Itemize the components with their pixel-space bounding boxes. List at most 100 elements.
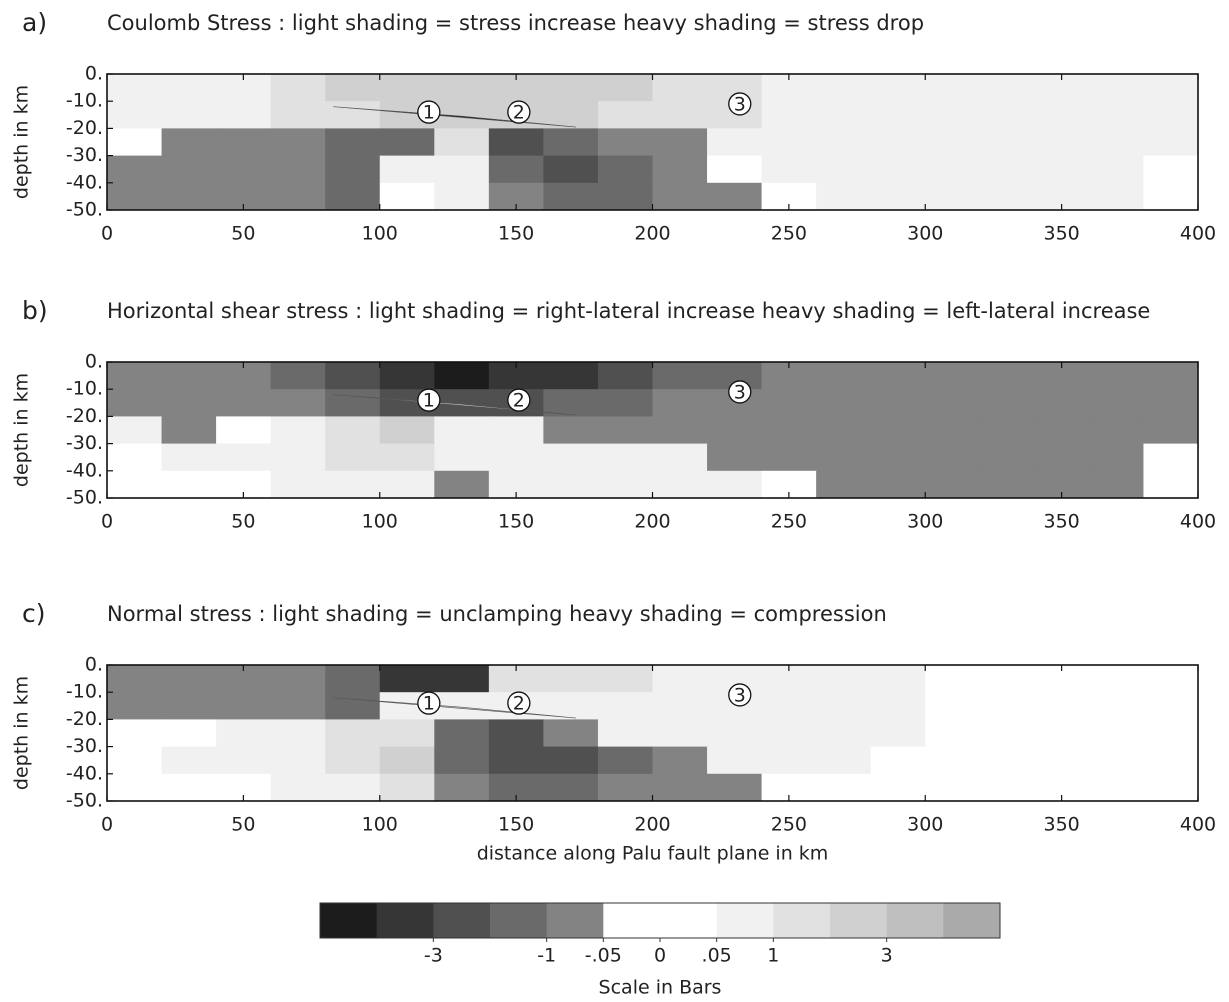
heat-cell <box>379 719 435 748</box>
colorbar-box <box>433 903 491 938</box>
heat-cell <box>543 470 599 499</box>
annotation-label: 2 <box>513 390 525 412</box>
y-tick-label: -10. <box>66 378 103 400</box>
colorbar-tick-label: 0 <box>654 945 666 967</box>
heat-cell <box>1034 719 1090 748</box>
heat-cell <box>216 101 272 129</box>
x-tick-label: 200 <box>634 814 670 836</box>
x-tick-label: 250 <box>771 511 807 533</box>
heat-cell <box>1143 443 1199 472</box>
heat-cell <box>652 773 708 802</box>
heat-cell <box>816 182 872 211</box>
heat-cell <box>107 416 163 445</box>
y-tick-label: 0. <box>85 351 103 373</box>
annotation-circle <box>507 388 531 412</box>
heat-cell <box>434 443 490 472</box>
heat-cell <box>652 362 708 390</box>
heat-cell <box>597 182 653 211</box>
colorbar-tick-label: .05 <box>702 945 732 967</box>
heat-cell <box>488 416 544 445</box>
y-tick-label: -40. <box>66 171 103 193</box>
heat-cell <box>325 155 381 184</box>
heat-cell <box>597 416 653 445</box>
y-tick-label: -30. <box>66 735 103 757</box>
heat-cell <box>1143 362 1199 390</box>
annotation-label: 1 <box>423 102 435 124</box>
y-tick-label: -50. <box>66 199 103 221</box>
heat-cell <box>870 416 926 445</box>
heat-cell <box>1034 443 1090 472</box>
heat-cell <box>925 362 981 390</box>
heat-cell <box>1034 416 1090 445</box>
heat-cell <box>1088 470 1144 499</box>
heat-cell <box>1034 128 1090 157</box>
heat-cell <box>379 416 435 445</box>
panel-label: c) <box>22 599 46 628</box>
heat-cell <box>816 773 872 802</box>
heat-cell <box>379 470 435 499</box>
heat-cell <box>925 101 981 129</box>
heat-cell <box>379 746 435 775</box>
heat-cell <box>434 665 490 693</box>
x-tick-label: 0 <box>101 814 113 836</box>
heat-cell <box>652 128 708 157</box>
annotation-label: 3 <box>734 684 746 706</box>
panel-title: Normal stress : light shading = unclampi… <box>107 602 887 626</box>
heat-cell <box>379 128 435 157</box>
heat-cell <box>597 155 653 184</box>
heat-cell <box>488 719 544 748</box>
x-tick-label: 150 <box>498 511 534 533</box>
heat-cell <box>270 719 326 748</box>
heat-cell <box>979 470 1035 499</box>
heat-cell <box>325 362 381 390</box>
y-tick-label: -20. <box>66 117 103 139</box>
colorbar-box <box>320 903 377 938</box>
heat-cell <box>543 101 599 129</box>
heat-cell <box>270 155 326 184</box>
heat-cell <box>597 719 653 748</box>
heat-cell <box>816 416 872 445</box>
x-tick-label: 150 <box>498 223 534 245</box>
heat-cell <box>979 74 1035 102</box>
x-tick-label: 0 <box>101 223 113 245</box>
heat-cell <box>434 362 490 390</box>
y-axis-label: depth in km <box>11 85 33 199</box>
heat-cell <box>652 101 708 129</box>
heat-cell <box>107 692 163 720</box>
heat-cell <box>870 128 926 157</box>
annotation-label: 2 <box>513 102 525 124</box>
heat-cell <box>325 128 381 157</box>
heat-cell <box>652 74 708 102</box>
panel-label: b) <box>22 296 48 325</box>
heat-cell <box>543 389 599 417</box>
heat-cell <box>925 416 981 445</box>
heat-cell <box>707 719 763 748</box>
heat-cell <box>161 470 217 499</box>
heat-cell <box>597 74 653 102</box>
x-tick-label: 250 <box>771 223 807 245</box>
heat-cell <box>870 74 926 102</box>
annotation-circle <box>728 92 752 116</box>
heat-cell <box>543 182 599 211</box>
heat-cell <box>107 746 163 775</box>
y-tick-label: -10. <box>66 681 103 703</box>
heat-cell <box>161 692 217 720</box>
heat-cell <box>816 74 872 102</box>
heat-cell <box>925 665 981 693</box>
heat-cell <box>652 692 708 720</box>
heat-cell <box>761 389 817 417</box>
heat-cell <box>1034 155 1090 184</box>
heat-cell <box>161 416 217 445</box>
heat-cell <box>925 746 981 775</box>
heat-cell <box>270 443 326 472</box>
heat-cell <box>979 692 1035 720</box>
heat-cell <box>925 719 981 748</box>
heat-cell <box>1034 692 1090 720</box>
x-tick-label: 400 <box>1180 511 1216 533</box>
heat-cell <box>1143 74 1199 102</box>
heat-cell <box>1088 128 1144 157</box>
heat-cell <box>107 665 163 693</box>
heat-cell <box>1088 692 1144 720</box>
heat-cell <box>979 389 1035 417</box>
